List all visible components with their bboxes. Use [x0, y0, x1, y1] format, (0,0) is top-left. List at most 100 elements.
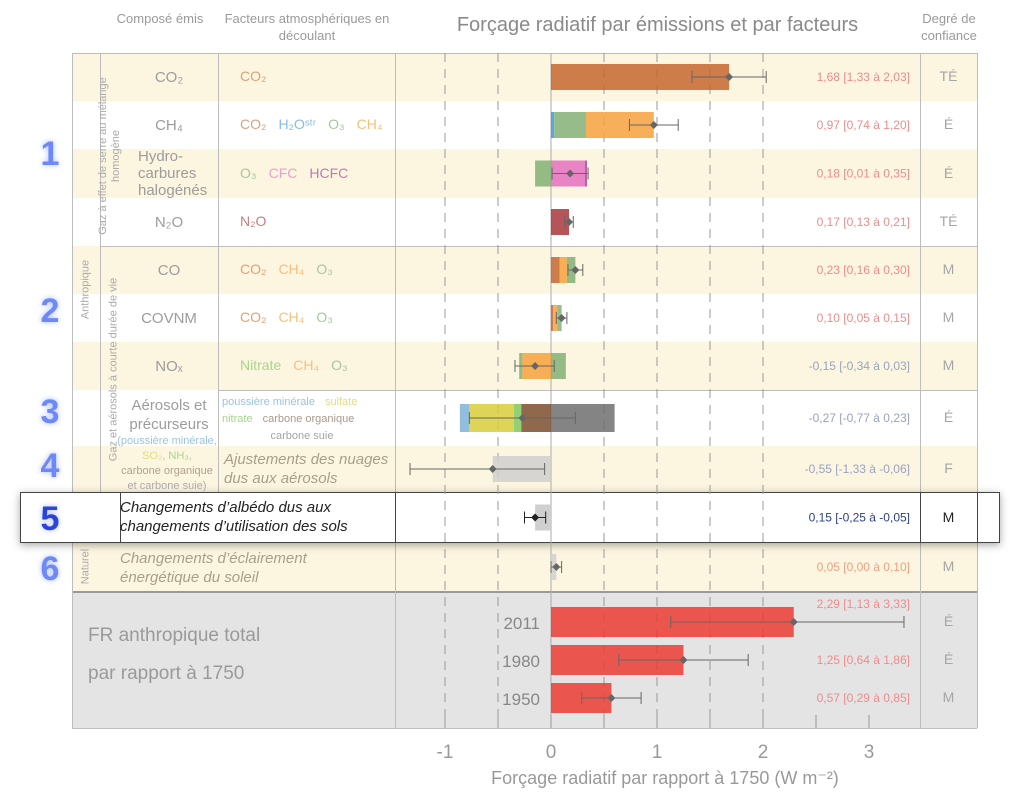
divider	[920, 53, 921, 728]
bar-segment	[553, 305, 558, 331]
compose-sub-part: et carbone suie)	[127, 480, 207, 492]
bar-segment	[551, 257, 560, 283]
value-label: 0,18 [0,01 à 0,35]	[817, 167, 910, 181]
table-right-border	[977, 53, 978, 728]
compose-sub-label: (poussière minérale, SO₂, NH₃, carbone org…	[112, 434, 222, 494]
divider	[920, 492, 921, 543]
facteur: O₃	[331, 357, 348, 373]
confidence-level: É	[943, 116, 954, 132]
facteurs: N₂O	[240, 213, 278, 229]
section-number: 5	[40, 500, 60, 538]
compose-label: CO	[157, 261, 181, 279]
best-estimate-marker	[531, 362, 540, 370]
group-anthropique: Anthropique	[79, 259, 92, 320]
bar-segment	[535, 160, 551, 187]
section-number: 1	[40, 135, 60, 173]
divider	[100, 246, 977, 247]
facteur: O₃	[316, 261, 333, 277]
row-background	[72, 53, 977, 101]
confidence-level: É	[943, 164, 954, 181]
value-label: 1,68 [1,33 à 2,03]	[817, 70, 910, 84]
bar-segment	[551, 209, 570, 235]
facteur: O₃	[316, 309, 333, 325]
section-number: 4	[40, 447, 60, 485]
bar-segment	[554, 112, 586, 138]
value-label: 0,23 [0,16 à 0,30]	[817, 263, 910, 277]
highlighted-row	[20, 492, 1000, 543]
divider	[977, 492, 978, 543]
facteurs: CO₂ H₂Oˢᵗʳ O₃ CH₄	[240, 116, 395, 132]
value-label: 1,25 [0,64 à 1,86]	[817, 653, 910, 667]
x-tick-label: 0	[546, 742, 557, 763]
confidence-level: É	[943, 613, 954, 629]
divider	[395, 53, 396, 728]
facteur: H₂Oˢᵗʳ	[278, 116, 317, 132]
facteurs: O₃ CFC HCFC	[240, 165, 360, 181]
best-estimate-marker	[565, 218, 574, 226]
section-number: 3	[40, 393, 60, 431]
facteur: CH₄	[356, 116, 383, 132]
facteurs: CO₂	[240, 68, 278, 84]
divider	[218, 390, 977, 391]
facteur: Nitrate	[240, 357, 282, 373]
compose-label: COVNM	[141, 309, 197, 327]
x-tick-label: 1	[652, 742, 663, 763]
compose-label: CH₄	[155, 116, 183, 134]
best-estimate-marker	[566, 169, 575, 178]
compose-sub-part: carbone organique	[121, 465, 213, 477]
value-label: -0,15 [-0,34 à 0,03]	[809, 359, 910, 373]
facteur: poussière minérale	[222, 396, 315, 408]
year-label: 1950	[502, 690, 540, 709]
facteur: CH₄	[278, 309, 305, 325]
confidence-level: F	[944, 460, 953, 476]
confidence-level: M	[942, 558, 955, 574]
bar-segment	[551, 112, 555, 138]
compose-label: Aérosols et précurseurs	[129, 397, 209, 433]
row-background	[72, 101, 977, 149]
divider	[395, 492, 396, 543]
best-estimate-marker	[518, 414, 527, 422]
year-label: 1980	[502, 652, 540, 671]
confidence-level: M	[942, 309, 955, 325]
x-tick-label: 2	[758, 742, 769, 763]
solar-label: Changements d’éclairement énergétique du…	[120, 550, 307, 586]
facteur: CO₂	[240, 68, 267, 84]
facteur: O₃	[240, 164, 257, 181]
best-estimate-marker	[552, 563, 561, 571]
compose-sub-part: , NH₃,	[162, 450, 192, 462]
compose-label: CO₂	[154, 68, 184, 86]
x-tick-label: 3	[864, 742, 875, 763]
confidence-level: TÉ	[939, 213, 958, 229]
confidence-level: M	[942, 689, 955, 705]
table-bottom-border	[72, 728, 977, 729]
total-label-line1: FR anthropique total	[88, 625, 261, 646]
row-background	[72, 543, 977, 591]
facteur: nitrate	[222, 413, 253, 425]
section-number: 6	[40, 550, 60, 588]
facteur: O₃	[328, 116, 345, 132]
table-top-border	[72, 53, 977, 54]
compose-label: Hydro- carbures halogénés	[138, 148, 208, 199]
facteur: carbone organique	[262, 413, 355, 425]
header-confiance: Degré de confiance	[921, 11, 977, 43]
value-label: -0,27 [-0,77 à 0,23]	[809, 411, 910, 425]
bar-segment	[551, 305, 554, 331]
compose-sub-part: (poussière minérale,	[117, 435, 217, 447]
total-section-bg	[72, 591, 977, 728]
best-estimate-marker	[557, 314, 566, 322]
confidence-level: É	[943, 651, 954, 667]
best-estimate-marker	[607, 694, 616, 702]
header-facteurs: Facteurs atmosphériques en découlant	[224, 11, 390, 43]
value-label: -0,55 [-1,33 à -0,06]	[805, 462, 910, 476]
value-label: 0,05 [0,00 à 0,10]	[817, 560, 910, 574]
facteur: CO₂	[240, 309, 267, 325]
facteur: CO₂	[240, 261, 267, 277]
facteur: carbone suie	[270, 430, 334, 442]
confidence-level: TÉ	[939, 68, 958, 84]
facteurs-label: Ajustements des nuages dus aux aérosols	[224, 451, 389, 487]
facteur: CH₄	[278, 261, 305, 277]
bar-segment	[459, 404, 470, 432]
year-label: 2011	[503, 614, 540, 633]
group-naturel: Naturel	[79, 548, 92, 585]
facteurs: Nitrate CH₄ O₃	[240, 357, 360, 373]
